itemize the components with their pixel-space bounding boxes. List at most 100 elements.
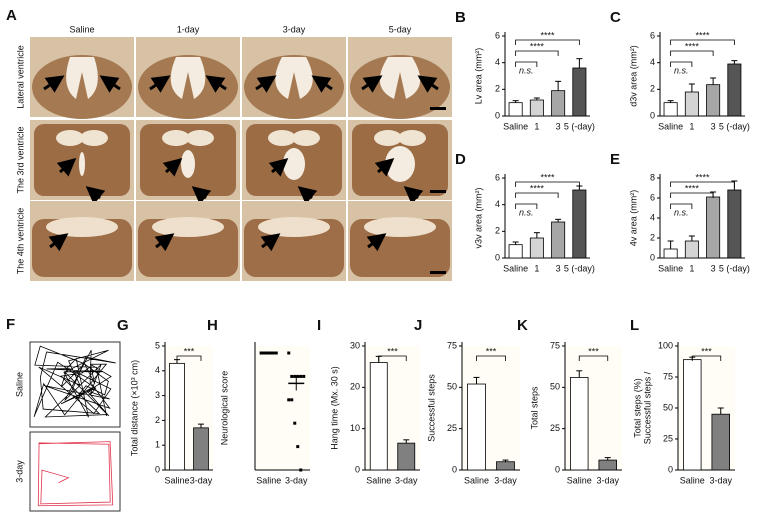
x-tick-label: 5 (-day)	[564, 263, 595, 273]
plot-background	[255, 346, 310, 470]
y-tick-label: 4	[650, 212, 655, 222]
arrow	[297, 186, 318, 205]
y-tick-label: 25	[663, 433, 673, 443]
panel-label: C	[610, 9, 621, 26]
bar	[570, 377, 589, 471]
bar	[529, 99, 544, 117]
y-tick-label: 75	[663, 371, 673, 381]
significance-label: ***	[588, 346, 599, 356]
bar	[684, 91, 699, 117]
point	[287, 398, 291, 402]
significance-label: ****	[530, 41, 545, 51]
y-tick-label: 4	[495, 199, 500, 209]
panel-label: L	[630, 317, 639, 334]
arrow	[366, 233, 387, 252]
point	[287, 351, 291, 355]
y-tick-label: 50	[550, 382, 560, 392]
point	[302, 374, 306, 378]
y-tick-label: 5	[155, 340, 160, 350]
scale-bar	[430, 107, 446, 110]
y-axis-label: Hang time (Mx. 30 s)	[329, 366, 339, 450]
bar	[598, 459, 617, 471]
significance-label: ****	[695, 30, 710, 40]
panel-label: A	[6, 7, 17, 24]
x-tick-label: 1	[689, 263, 694, 273]
y-tick-label: 6	[495, 30, 500, 40]
x-tick-label: Saline	[567, 475, 592, 485]
scale-bar	[430, 271, 446, 274]
scale-bar	[430, 190, 446, 193]
bar	[711, 413, 730, 471]
arrow	[417, 75, 439, 93]
arrow	[43, 75, 65, 93]
y-tick-label: 2	[650, 84, 655, 94]
significance-bracket	[378, 355, 407, 361]
ventricle	[80, 130, 108, 146]
significance-label: ****	[530, 183, 545, 193]
y-tick-label: 0	[452, 464, 457, 474]
ventricle	[181, 150, 195, 178]
tissue	[350, 55, 450, 119]
panel-label: I	[317, 317, 321, 334]
significance-bracket	[176, 355, 202, 361]
arrow	[191, 186, 212, 205]
panel-label: G	[117, 317, 129, 334]
y-tick-label: 50	[663, 402, 673, 412]
ventricle	[162, 130, 190, 146]
y-axis-label: Total distance (×10³ cm)	[129, 360, 139, 456]
significance-bracket	[670, 39, 735, 45]
arrow	[154, 233, 175, 252]
point	[290, 398, 294, 402]
tissue	[32, 55, 132, 119]
tissue	[244, 55, 344, 119]
panel-label: E	[610, 151, 620, 168]
panel-label: J	[414, 317, 422, 334]
row-label: Saline	[14, 372, 24, 397]
significance-bracket	[670, 50, 714, 56]
bar	[683, 359, 702, 471]
y-axis-label: Total steps	[529, 386, 539, 430]
significance-bracket	[515, 181, 580, 187]
ventricle	[79, 152, 85, 176]
x-tick-label: Saline	[680, 475, 705, 485]
ventricle	[152, 217, 224, 237]
y-tick-label: 6	[495, 172, 500, 182]
y-tick-label: 2	[495, 226, 500, 236]
x-tick-label: 1	[534, 263, 539, 273]
y-tick-label: 0	[495, 110, 500, 120]
significance-bracket	[670, 61, 693, 67]
column-label: 1-day	[177, 24, 200, 34]
y-tick-label: 2	[155, 415, 160, 425]
trajectory	[37, 441, 114, 507]
x-tick-label: 3-day	[494, 475, 517, 485]
x-tick-label: 1	[534, 121, 539, 131]
x-tick-label: 5 (-day)	[719, 121, 750, 131]
bar	[169, 362, 185, 471]
row-label: 3-day	[14, 460, 24, 483]
column-label: 5-day	[389, 24, 412, 34]
y-tick-label: 6	[650, 30, 655, 40]
bar	[551, 221, 566, 259]
significance-bracket	[578, 355, 609, 361]
bar	[684, 240, 699, 259]
arrow	[48, 233, 69, 252]
bar	[706, 84, 721, 117]
arrow	[403, 186, 424, 205]
point	[299, 374, 303, 378]
x-tick-label: Saline	[503, 263, 528, 273]
y-tick-label: 0	[495, 252, 500, 262]
point	[290, 374, 294, 378]
x-tick-label: 3-day	[596, 475, 619, 485]
significance-bracket	[670, 192, 714, 198]
significance-bracket	[515, 50, 559, 56]
y-tick-label: 25	[550, 423, 560, 433]
significance-label: n.s.	[519, 65, 534, 75]
panel-label: D	[455, 151, 466, 168]
ventricle	[170, 57, 206, 99]
ventricle	[275, 57, 313, 99]
row-label: Lateral ventricle	[15, 45, 25, 109]
y-tick-label: 0	[555, 464, 560, 474]
arrow	[268, 158, 289, 177]
arrow	[56, 158, 77, 177]
x-tick-label: 5 (-day)	[564, 121, 595, 131]
